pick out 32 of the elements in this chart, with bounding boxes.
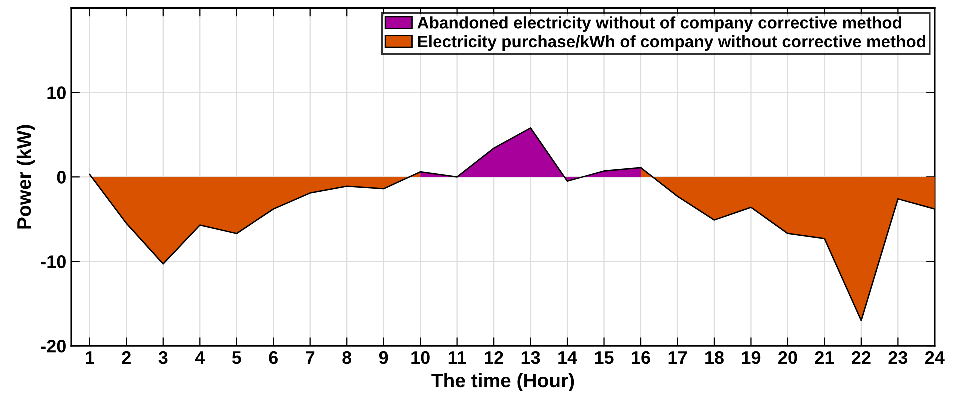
x-tick-label: 10 — [412, 351, 430, 364]
x-tick-label: 6 — [269, 351, 278, 364]
x-tick-label: 16 — [632, 351, 650, 364]
x-tick-label: 4 — [195, 352, 206, 364]
y-tick-label: 0 — [57, 171, 66, 184]
x-tick-label: 15 — [595, 352, 614, 364]
x-tick-label: 8 — [342, 351, 352, 364]
x-tick-label: 22 — [852, 351, 871, 364]
x-tick-label: 17 — [668, 352, 687, 364]
y-tick-label: -20 — [41, 340, 66, 353]
legend-label: Abandoned electricity without of company corrective method — [418, 16, 902, 32]
x-tick-label: 24 — [926, 351, 945, 364]
x-tick-label: 18 — [706, 351, 724, 364]
x-tick-label: 19 — [742, 351, 761, 364]
y-axis-title: Power (kW) — [16, 125, 36, 229]
x-tick-label: 5 — [232, 352, 242, 364]
x-axis-title: The time (Hour) — [432, 373, 574, 392]
x-tick-label: 9 — [379, 351, 388, 364]
x-tick-label: 2 — [122, 351, 131, 364]
legend-label: Electricity purchase/kWh of company without corrective method — [418, 35, 926, 51]
y-tick-label: 10 — [48, 86, 66, 100]
x-tick-label: 13 — [522, 351, 540, 364]
x-tick-label: 3 — [158, 351, 168, 364]
x-tick-label: 12 — [485, 351, 504, 364]
x-tick-label: 11 — [448, 352, 466, 364]
x-tick-label: 20 — [778, 351, 798, 364]
x-tick-label: 1 — [86, 352, 94, 364]
x-tick-label: 7 — [306, 352, 315, 364]
x-tick-label: 23 — [888, 351, 908, 364]
x-tick-label: 21 — [815, 351, 834, 364]
x-tick-label: 14 — [558, 352, 578, 364]
y-tick-label: -10 — [41, 256, 66, 268]
